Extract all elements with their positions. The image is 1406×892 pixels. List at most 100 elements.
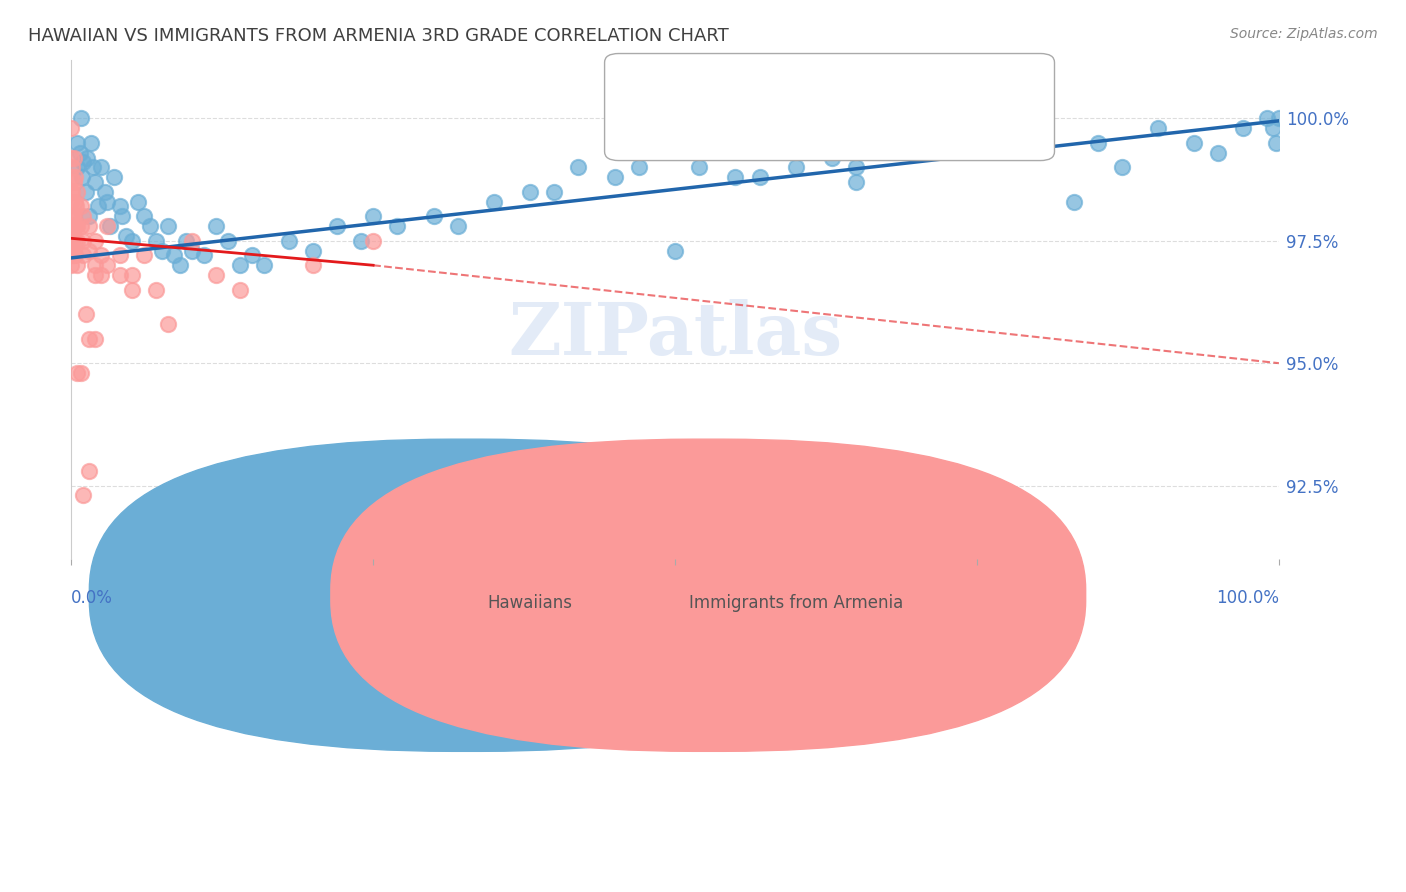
Point [242, 248, 264, 262]
Point [1147, 121, 1170, 136]
Point [229, 258, 252, 272]
Text: 0.0%: 0.0% [72, 589, 112, 607]
Point [66, 366, 89, 380]
Point [205, 268, 228, 282]
Point [845, 161, 868, 175]
Point [181, 244, 204, 258]
Point [1111, 161, 1133, 175]
Point [748, 170, 770, 185]
Point [75, 185, 97, 199]
Point [62, 161, 84, 175]
Point [361, 209, 384, 223]
Point [111, 209, 134, 223]
Point [98, 219, 121, 233]
Point [519, 185, 541, 199]
Point [62, 151, 84, 165]
Point [350, 234, 373, 248]
Point [821, 151, 844, 165]
Point [277, 234, 299, 248]
Point [181, 234, 204, 248]
Point [301, 244, 323, 258]
Point [121, 234, 143, 248]
Point [108, 199, 131, 213]
Point [69, 145, 91, 160]
Point [169, 258, 191, 272]
Point [193, 248, 215, 262]
Point [145, 283, 167, 297]
Point [60, 234, 83, 248]
Point [72, 248, 94, 262]
Point [785, 161, 807, 175]
Point [150, 244, 173, 258]
Point [66, 136, 89, 150]
Point [72, 209, 94, 223]
Point [156, 317, 179, 331]
Point [87, 199, 110, 213]
Point [1182, 136, 1205, 150]
Point [664, 244, 686, 258]
Point [65, 199, 87, 213]
Point [84, 175, 107, 189]
Point [603, 170, 626, 185]
Point [253, 258, 276, 272]
Point [72, 488, 94, 502]
Point [1208, 145, 1230, 160]
Point [163, 248, 186, 262]
Point [108, 248, 131, 262]
Point [627, 161, 650, 175]
Point [70, 199, 93, 213]
Point [482, 194, 505, 209]
Point [567, 161, 589, 175]
Point [70, 112, 93, 126]
Point [66, 234, 89, 248]
Point [63, 170, 86, 185]
Point [96, 194, 118, 209]
Point [94, 185, 117, 199]
Point [132, 209, 155, 223]
Point [79, 464, 101, 478]
Point [132, 248, 155, 262]
Point [66, 185, 89, 199]
Point [174, 234, 197, 248]
Point [90, 268, 112, 282]
Point [1026, 136, 1049, 150]
Point [1232, 121, 1254, 136]
Point [121, 283, 143, 297]
Point [60, 244, 83, 258]
Point [60, 185, 83, 199]
Point [70, 170, 93, 185]
Point [543, 185, 565, 199]
Point [70, 219, 93, 233]
Point [62, 248, 84, 262]
Point [63, 248, 86, 262]
Point [108, 268, 131, 282]
Point [76, 151, 98, 165]
Point [70, 366, 93, 380]
Point [114, 228, 136, 243]
Point [84, 234, 107, 248]
Point [1256, 112, 1278, 126]
Point [79, 219, 101, 233]
Text: ZIPatlas: ZIPatlas [508, 299, 842, 370]
Point [905, 145, 928, 160]
Point [60, 209, 83, 223]
Point [301, 258, 323, 272]
Point [66, 219, 89, 233]
Point [84, 268, 107, 282]
Point [84, 332, 107, 346]
Text: Immigrants from Armenia: Immigrants from Armenia [689, 594, 903, 612]
Legend: R =  0.556   N = 77, R = -0.072   N = 64: R = 0.556 N = 77, R = -0.072 N = 64 [664, 84, 904, 152]
Point [1265, 136, 1288, 150]
Point [82, 161, 104, 175]
Point [62, 175, 84, 189]
Point [62, 209, 84, 223]
Point [84, 258, 107, 272]
Point [63, 219, 86, 233]
Point [62, 234, 84, 248]
Point [79, 136, 101, 150]
Point [138, 219, 160, 233]
Point [60, 170, 83, 185]
Point [447, 219, 470, 233]
Point [1087, 136, 1109, 150]
Point [96, 258, 118, 272]
